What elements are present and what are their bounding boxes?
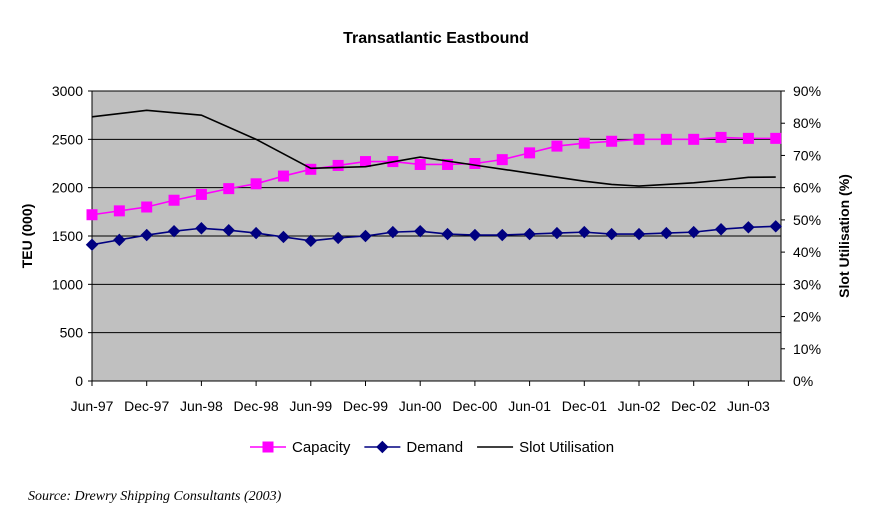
left-tick-label: 500 xyxy=(60,325,84,341)
left-tick-label: 1000 xyxy=(52,276,83,292)
demand-point xyxy=(441,227,454,241)
demand-point xyxy=(496,228,509,242)
gridlines xyxy=(92,90,781,334)
capacity-point xyxy=(742,132,754,144)
capacity-point xyxy=(496,154,508,166)
legend-label-slot-utilisation: Slot Utilisation xyxy=(519,439,614,456)
demand-point xyxy=(277,230,290,244)
left-tick-label: 2000 xyxy=(52,180,83,196)
right-tick-label: 40% xyxy=(793,244,821,260)
capacity-point xyxy=(660,133,672,145)
right-tick-label: 20% xyxy=(793,309,821,325)
x-tick-label: Dec-01 xyxy=(562,398,607,414)
demand-point xyxy=(468,228,482,242)
x-tick-label: Dec-97 xyxy=(124,398,169,414)
demand-point xyxy=(632,227,646,241)
capacity-point xyxy=(223,183,235,195)
capacity-point xyxy=(305,163,317,175)
capacity-point xyxy=(332,159,344,171)
x-tick-label: Dec-02 xyxy=(671,398,716,414)
capacity-point xyxy=(469,158,481,169)
right-tick-label: 50% xyxy=(793,212,821,228)
right-tick-label: 70% xyxy=(793,147,821,163)
left-tick-label: 1500 xyxy=(52,228,83,244)
demand-point xyxy=(222,223,235,237)
left-tick-label: 0 xyxy=(75,373,83,389)
demand-point xyxy=(742,221,755,234)
demand-point xyxy=(687,225,700,239)
left-tick-label: 2500 xyxy=(52,131,83,147)
capacity-point xyxy=(168,194,180,206)
demand-point xyxy=(386,225,400,239)
x-tick-label: Dec-98 xyxy=(234,398,279,414)
right-tick-label: 0% xyxy=(793,373,813,389)
x-tick-label: Dec-00 xyxy=(452,398,497,414)
right-tick-label: 60% xyxy=(793,180,821,196)
x-tick-label: Dec-99 xyxy=(343,398,388,414)
capacity-point xyxy=(442,158,454,170)
capacity-point xyxy=(633,133,645,145)
capacity-point xyxy=(606,135,618,147)
chart-title: Transatlantic Eastbound xyxy=(343,30,529,47)
right-tick-label: 90% xyxy=(793,83,821,99)
demand-point xyxy=(167,224,181,238)
demand-point xyxy=(578,225,591,239)
left-axis-ticks: 0 500 1000 1500 2000 2500 3000 xyxy=(52,83,92,389)
legend-marker-capacity xyxy=(262,441,274,453)
demand-point xyxy=(249,226,263,240)
x-tick-label: Jun-99 xyxy=(289,398,332,414)
x-tick-label: Jun-97 xyxy=(71,398,114,414)
capacity-point xyxy=(414,158,426,170)
demand-point xyxy=(769,220,782,233)
demand-point xyxy=(304,234,318,248)
demand-point xyxy=(331,231,345,245)
y-axis-title: TEU (000) xyxy=(19,204,35,269)
legend: Capacity Demand Slot Utilisation xyxy=(250,439,614,456)
capacity-point xyxy=(688,133,700,145)
demand-point xyxy=(359,229,372,243)
capacity-point xyxy=(250,178,262,190)
x-tick-label: Jun-03 xyxy=(727,398,770,414)
demand-point xyxy=(714,223,728,236)
demand-point xyxy=(113,233,126,247)
left-tick-label: 3000 xyxy=(52,83,83,99)
capacity-point xyxy=(360,156,371,168)
capacity-point xyxy=(524,147,536,159)
right-tick-label: 10% xyxy=(793,341,821,357)
y2-axis-title: Slot Utilisation (%) xyxy=(836,174,852,298)
capacity-point xyxy=(195,188,207,200)
series-group xyxy=(85,109,782,251)
x-axis-ticks: Jun-97 Dec-97 Jun-98 Dec-98 Jun-99 Dec-99 Jun-… xyxy=(71,381,770,414)
slot-utilisation-line xyxy=(91,109,776,187)
capacity-point xyxy=(551,140,563,152)
capacity-point xyxy=(770,132,782,144)
x-tick-label: Jun-02 xyxy=(618,398,661,414)
legend-label-capacity: Capacity xyxy=(292,439,351,456)
capacity-point xyxy=(715,131,727,143)
capacity-point xyxy=(277,170,289,182)
x-tick-label: Jun-00 xyxy=(399,398,442,414)
demand-point xyxy=(605,227,618,241)
x-tick-label: Jun-98 xyxy=(180,398,223,414)
demand-point xyxy=(195,222,208,235)
demand-point xyxy=(85,238,99,251)
source-note: Source: Drewry Shipping Consultants (200… xyxy=(28,489,282,504)
capacity-point xyxy=(113,205,125,217)
x-tick-label: Jun-01 xyxy=(508,398,551,414)
legend-label-demand: Demand xyxy=(406,439,463,456)
right-tick-label: 80% xyxy=(793,115,821,131)
legend-marker-demand xyxy=(376,440,389,454)
capacity-point xyxy=(578,137,590,149)
capacity-point xyxy=(86,209,98,221)
capacity-point xyxy=(141,201,153,213)
right-tick-label: 30% xyxy=(793,276,821,292)
right-axis-ticks: 0% 10% 20% 30% 40% 50% 60% 70% 80% 90% xyxy=(781,83,821,389)
demand-point xyxy=(660,226,673,240)
demand-point xyxy=(140,228,153,242)
demand-point xyxy=(413,224,427,238)
demand-point xyxy=(523,227,536,241)
demand-point xyxy=(550,226,564,240)
